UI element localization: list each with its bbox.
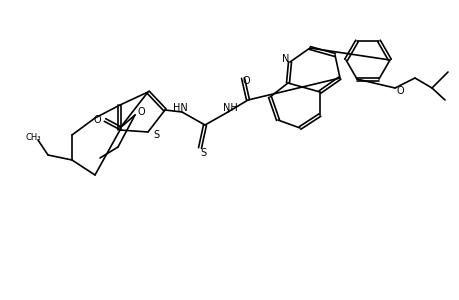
Text: O: O (395, 86, 403, 96)
Text: HN: HN (172, 103, 187, 113)
Text: NH: NH (222, 103, 237, 113)
Text: CH₃: CH₃ (25, 133, 41, 142)
Text: O: O (93, 115, 101, 125)
Text: S: S (200, 148, 206, 158)
Text: O: O (241, 76, 249, 86)
Text: S: S (152, 130, 159, 140)
Text: N: N (282, 54, 289, 64)
Text: O: O (137, 107, 145, 117)
